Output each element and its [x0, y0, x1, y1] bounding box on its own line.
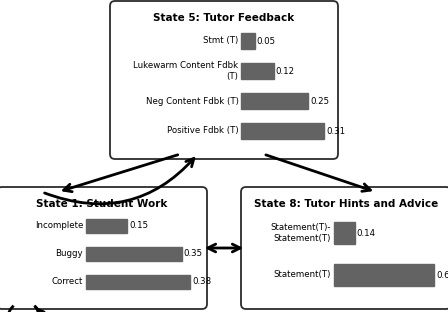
Text: Stmt (T): Stmt (T)	[203, 37, 238, 46]
Text: 0.35: 0.35	[184, 250, 203, 259]
Text: Statement(T)-
Statement(T): Statement(T)- Statement(T)	[271, 223, 331, 243]
Bar	[86, 219, 127, 233]
Text: 0.25: 0.25	[310, 96, 329, 105]
Text: State 8: Tutor Hints and Advice: State 8: Tutor Hints and Advice	[254, 199, 438, 209]
Text: 0.15: 0.15	[129, 222, 148, 231]
FancyBboxPatch shape	[0, 187, 207, 309]
Text: 0.14: 0.14	[357, 228, 376, 237]
Bar	[241, 33, 255, 49]
Text: Positive Fdbk (T): Positive Fdbk (T)	[167, 126, 238, 135]
Text: 0.68: 0.68	[436, 271, 448, 280]
Bar	[241, 123, 324, 139]
Text: State 5: Tutor Feedback: State 5: Tutor Feedback	[153, 13, 295, 23]
Bar	[241, 63, 274, 79]
Bar	[86, 275, 190, 289]
Text: Neg Content Fdbk (T): Neg Content Fdbk (T)	[146, 96, 238, 105]
Bar	[334, 222, 354, 244]
Text: Lukewarm Content Fdbk
(T): Lukewarm Content Fdbk (T)	[134, 61, 238, 81]
Text: State 1: Student Work: State 1: Student Work	[36, 199, 168, 209]
Text: Incomplete: Incomplete	[34, 222, 83, 231]
Text: Statement(T): Statement(T)	[274, 271, 331, 280]
Text: 0.38: 0.38	[192, 277, 211, 286]
Bar	[241, 93, 308, 109]
Bar	[86, 247, 182, 261]
Text: 0.05: 0.05	[257, 37, 276, 46]
Text: Buggy: Buggy	[56, 250, 83, 259]
Text: 0.12: 0.12	[276, 66, 295, 76]
FancyBboxPatch shape	[110, 1, 338, 159]
FancyBboxPatch shape	[241, 187, 448, 309]
Text: 0.31: 0.31	[326, 126, 345, 135]
Text: Correct: Correct	[52, 277, 83, 286]
Bar	[334, 264, 434, 286]
